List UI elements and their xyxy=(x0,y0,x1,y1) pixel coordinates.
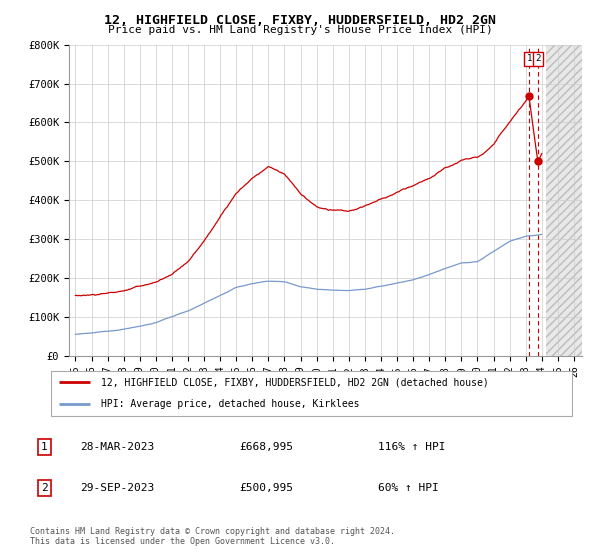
Text: 28-MAR-2023: 28-MAR-2023 xyxy=(80,442,154,452)
Text: 2: 2 xyxy=(535,54,541,63)
Text: £500,995: £500,995 xyxy=(240,483,294,493)
Bar xyxy=(546,45,582,356)
Bar xyxy=(546,45,582,356)
Text: 2: 2 xyxy=(41,483,48,493)
Text: 12, HIGHFIELD CLOSE, FIXBY, HUDDERSFIELD, HD2 2GN (detached house): 12, HIGHFIELD CLOSE, FIXBY, HUDDERSFIELD… xyxy=(101,377,488,388)
FancyBboxPatch shape xyxy=(50,371,572,416)
Text: 60% ↑ HPI: 60% ↑ HPI xyxy=(378,483,439,493)
Text: 1: 1 xyxy=(527,54,532,63)
Text: £668,995: £668,995 xyxy=(240,442,294,452)
Text: 29-SEP-2023: 29-SEP-2023 xyxy=(80,483,154,493)
Text: 12, HIGHFIELD CLOSE, FIXBY, HUDDERSFIELD, HD2 2GN: 12, HIGHFIELD CLOSE, FIXBY, HUDDERSFIELD… xyxy=(104,14,496,27)
Text: 116% ↑ HPI: 116% ↑ HPI xyxy=(378,442,445,452)
Text: Price paid vs. HM Land Registry's House Price Index (HPI): Price paid vs. HM Land Registry's House … xyxy=(107,25,493,35)
Text: Contains HM Land Registry data © Crown copyright and database right 2024.
This d: Contains HM Land Registry data © Crown c… xyxy=(30,526,395,546)
Text: HPI: Average price, detached house, Kirklees: HPI: Average price, detached house, Kirk… xyxy=(101,399,359,409)
Text: 1: 1 xyxy=(41,442,48,452)
